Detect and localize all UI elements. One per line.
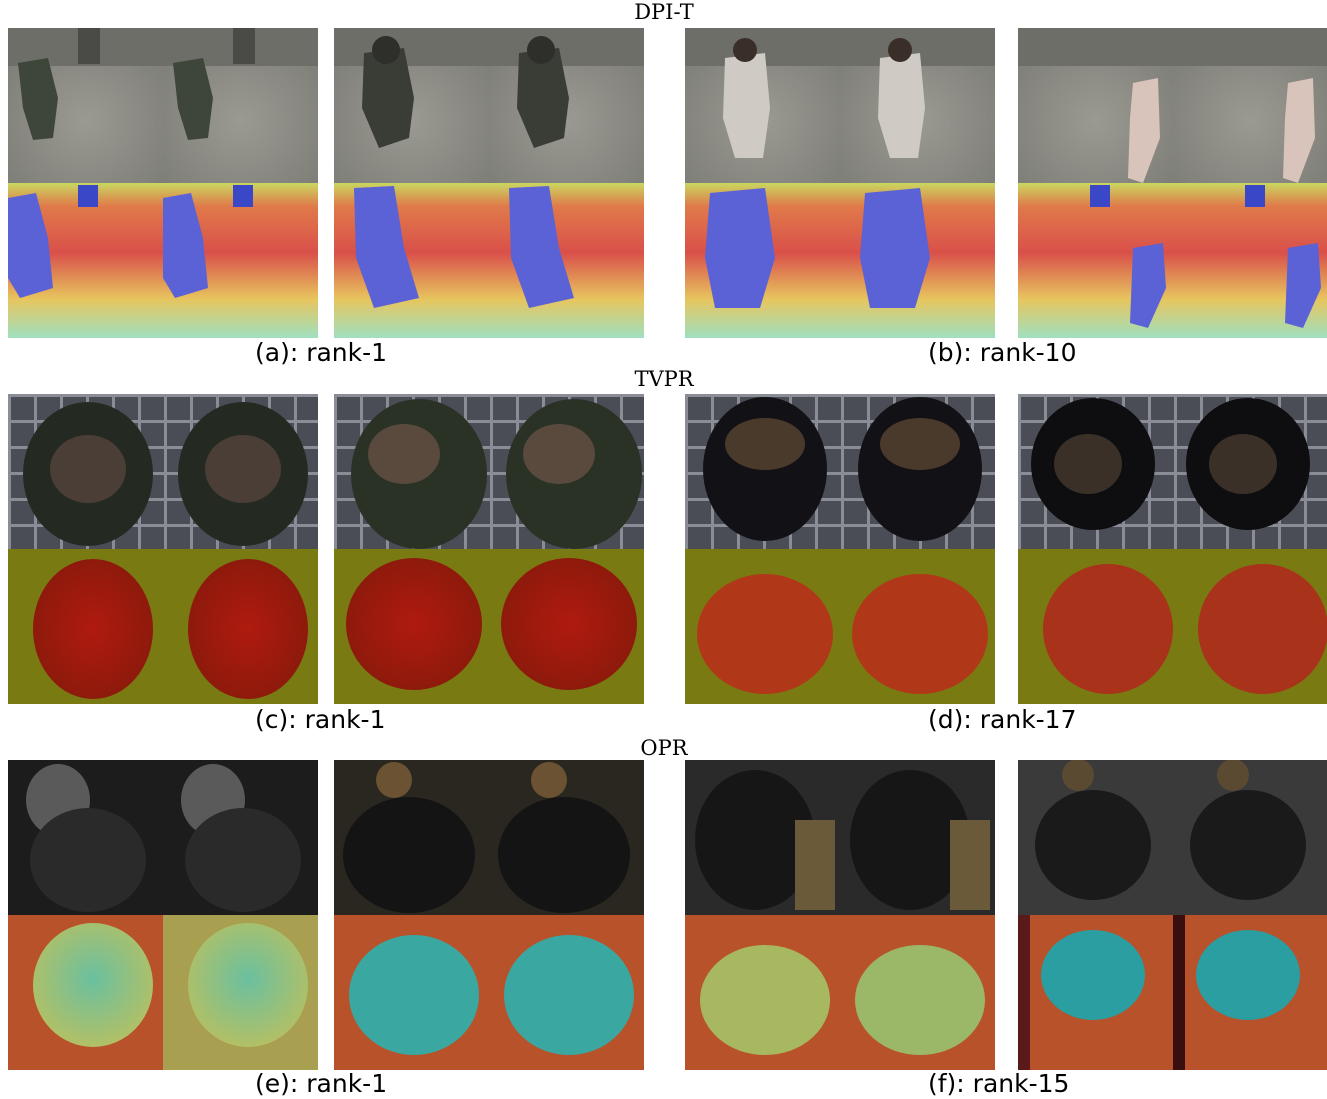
dpit-pair-a-match xyxy=(334,28,644,338)
caption-a: (a): rank-1 xyxy=(255,338,388,367)
opr-pair-e-match xyxy=(334,760,644,1070)
section-title-opr: OPR xyxy=(640,736,688,760)
caption-d: (d): rank-17 xyxy=(928,705,1077,734)
section-title-tvpr: TVPR xyxy=(634,367,694,391)
caption-c: (c): rank-1 xyxy=(255,705,386,734)
opr-pair-f-query xyxy=(685,760,995,1070)
dpit-pair-b-match xyxy=(1018,28,1327,338)
tvpr-pair-d-query xyxy=(685,394,995,704)
tvpr-pair-d-match xyxy=(1018,394,1327,704)
opr-pair-f-match xyxy=(1018,760,1327,1070)
section-title-dpit: DPI-T xyxy=(634,0,694,24)
caption-f: (f): rank-15 xyxy=(928,1069,1070,1098)
tvpr-pair-c-match xyxy=(334,394,644,704)
caption-b: (b): rank-10 xyxy=(928,338,1077,367)
caption-e: (e): rank-1 xyxy=(255,1069,388,1098)
dpit-pair-a-query xyxy=(8,28,318,338)
tvpr-pair-c-query xyxy=(8,394,318,704)
opr-pair-e-query xyxy=(8,760,318,1070)
dpit-pair-b-query xyxy=(685,28,995,338)
